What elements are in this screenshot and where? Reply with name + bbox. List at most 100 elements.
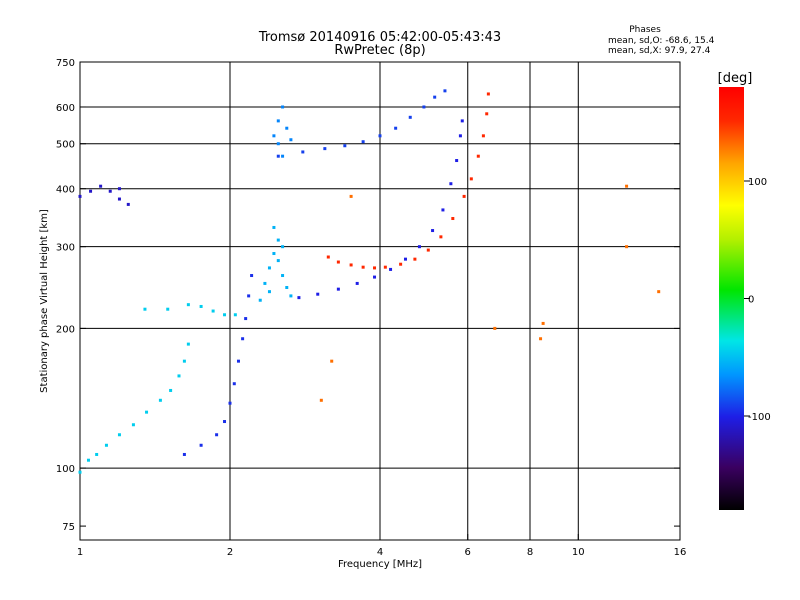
- data-point: [408, 115, 412, 119]
- data-point: [394, 126, 398, 130]
- data-point: [301, 150, 305, 154]
- data-point: [426, 248, 430, 252]
- data-point: [223, 313, 227, 317]
- data-point: [272, 134, 276, 138]
- data-point: [323, 147, 327, 151]
- data-point: [272, 225, 276, 229]
- data-point: [289, 294, 293, 298]
- data-point: [413, 257, 417, 261]
- colorbar-label: [deg]: [718, 71, 753, 86]
- colorbar: [719, 87, 744, 510]
- data-point: [297, 296, 301, 300]
- data-point: [539, 337, 543, 341]
- data-point: [336, 287, 340, 291]
- data-point: [285, 126, 289, 130]
- data-point: [182, 359, 186, 363]
- y-axis-label: Stationary phase Virtual Height [km]: [39, 209, 50, 393]
- data-point: [108, 189, 112, 193]
- gridlines: [80, 62, 680, 540]
- data-point: [258, 298, 262, 302]
- data-point: [469, 177, 473, 181]
- data-point: [182, 452, 186, 456]
- data-point: [336, 260, 340, 264]
- y-tick-label: 75: [62, 522, 75, 533]
- data-point: [349, 263, 353, 267]
- data-point: [86, 458, 90, 462]
- data-point: [166, 307, 170, 311]
- scatter-points: [78, 89, 661, 474]
- data-point: [276, 154, 280, 158]
- data-point: [211, 309, 215, 313]
- data-point: [373, 266, 377, 270]
- data-point: [276, 119, 280, 123]
- data-point: [541, 321, 545, 325]
- phases-header: Phases: [629, 25, 661, 35]
- data-point: [199, 304, 203, 308]
- data-point: [462, 194, 466, 198]
- data-point: [78, 470, 82, 474]
- data-point: [441, 208, 445, 212]
- data-point: [657, 290, 661, 294]
- data-point: [361, 265, 365, 269]
- data-point: [439, 235, 443, 239]
- data-point: [267, 266, 271, 270]
- data-point: [250, 274, 254, 278]
- x-tick-label: 2: [227, 547, 233, 558]
- data-point: [223, 420, 227, 424]
- x-axis: 1 2 4 6 8 10 16: [77, 534, 687, 558]
- data-point: [78, 194, 82, 198]
- data-point: [433, 95, 437, 99]
- colorbar-ticks: 100 0 -100: [744, 177, 771, 423]
- data-point: [95, 452, 99, 456]
- data-point: [281, 274, 285, 278]
- x-tick-label: 10: [572, 547, 585, 558]
- data-point: [117, 433, 121, 437]
- data-point: [403, 257, 407, 261]
- x-tick-label: 8: [527, 547, 533, 558]
- y-tick-label: 750: [56, 58, 75, 69]
- data-point: [625, 245, 629, 249]
- data-point: [89, 189, 93, 193]
- data-point: [330, 359, 334, 363]
- x-tick-label: 4: [377, 547, 383, 558]
- data-point: [117, 197, 121, 201]
- data-point: [199, 443, 203, 447]
- y-tick-label: 300: [56, 243, 75, 254]
- chart-title: Tromsø 20140916 05:42:00-05:43:43: [258, 30, 501, 45]
- data-point: [276, 259, 280, 263]
- colorbar-tick-label: 100: [748, 177, 767, 188]
- data-point: [215, 433, 219, 437]
- data-point: [232, 382, 236, 386]
- data-point: [316, 292, 320, 296]
- x-tick-label: 16: [674, 547, 687, 558]
- data-point: [99, 184, 103, 188]
- data-point: [343, 144, 347, 148]
- data-point: [493, 326, 497, 330]
- data-point: [285, 286, 289, 290]
- data-point: [373, 275, 377, 279]
- data-point: [186, 342, 190, 346]
- data-point: [481, 134, 485, 138]
- data-point: [247, 294, 251, 298]
- x-tick-label: 1: [77, 547, 83, 558]
- data-point: [355, 281, 359, 285]
- data-point: [228, 401, 232, 405]
- phases-line-o: mean, sd,O: -68.6, 15.4: [608, 36, 715, 46]
- y-tick-label: 500: [56, 140, 75, 151]
- x-tick-label: 6: [465, 547, 471, 558]
- data-point: [158, 398, 162, 402]
- x-axis-label: Frequency [MHz]: [338, 559, 422, 570]
- data-point: [145, 410, 149, 414]
- y-tick-label: 400: [56, 185, 75, 196]
- data-point: [458, 134, 462, 138]
- data-point: [460, 119, 464, 123]
- data-point: [319, 398, 323, 402]
- data-point: [383, 265, 387, 269]
- data-point: [361, 140, 365, 144]
- y-tick-label: 200: [56, 324, 75, 335]
- data-point: [177, 374, 181, 378]
- data-point: [272, 252, 276, 256]
- data-point: [169, 388, 173, 392]
- data-point: [417, 245, 421, 249]
